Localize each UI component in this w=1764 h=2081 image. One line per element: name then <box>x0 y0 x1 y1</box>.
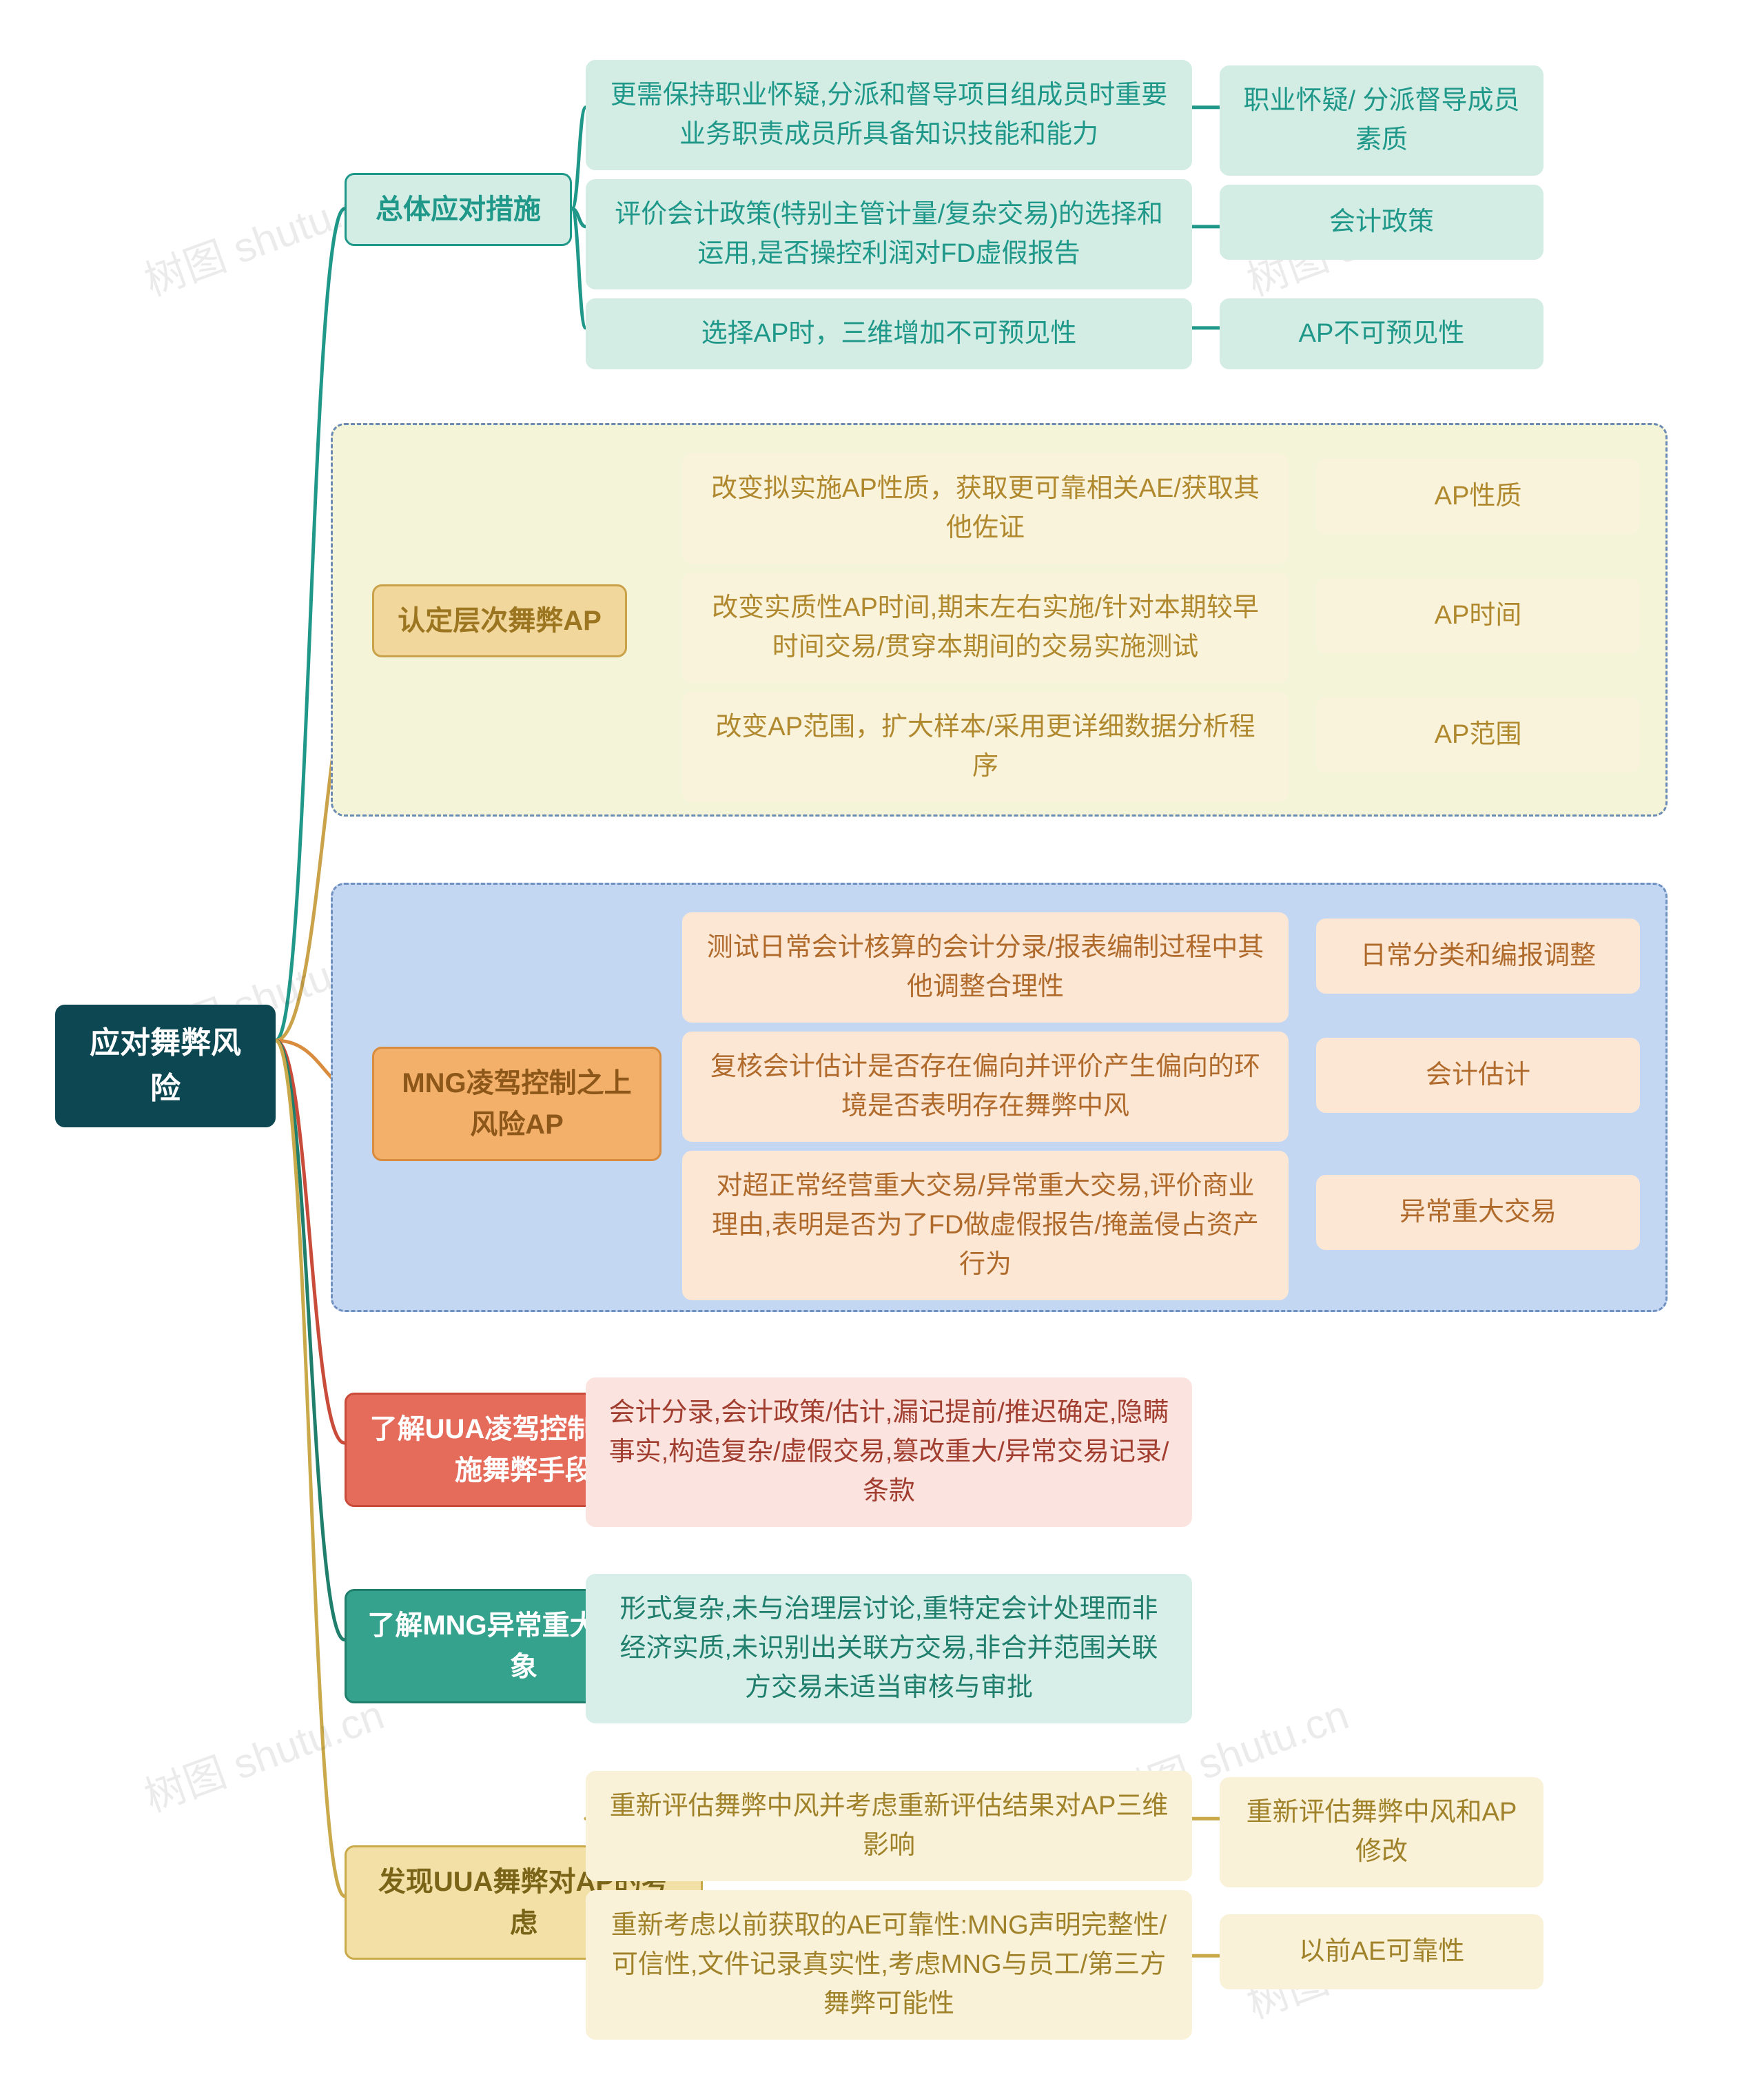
tag-b2-1-label: AP时间 <box>1435 596 1522 635</box>
desc-b3-2-label: 对超正常经营重大交易/异常重大交易,评价商业理由,表明是否为了FD做虚假报告/掩… <box>705 1167 1266 1284</box>
tag-b1-2: AP不可预见性 <box>1220 298 1544 369</box>
desc-b3-0: 测试日常会计核算的会计分录/报表编制过程中其他调整合理性 <box>682 912 1289 1023</box>
desc-b5-0-label: 形式复杂,未与治理层讨论,重特定会计处理而非经济实质,未识别出关联方交易,非合并… <box>608 1590 1169 1708</box>
desc-b4-0-label: 会计分录,会计政策/估计,漏记提前/推迟确定,隐瞒事实,构造复杂/虚假交易,篡改… <box>608 1393 1169 1511</box>
tag-b6-1-label: 以前AE可靠性 <box>1299 1932 1465 1971</box>
desc-b3-1: 复核会计估计是否存在偏向并评价产生偏向的环境是否表明存在舞弊中风 <box>682 1032 1289 1142</box>
desc-b6-0: 重新评估舞弊中风并考虑重新评估结果对AP三维影响 <box>586 1771 1192 1881</box>
desc-b1-2-label: 选择AP时，三维增加不可预见性 <box>701 314 1077 353</box>
desc-b3-1-label: 复核会计估计是否存在偏向并评价产生偏向的环境是否表明存在舞弊中风 <box>705 1047 1266 1126</box>
tag-b2-2: AP范围 <box>1316 697 1640 772</box>
desc-b5-0: 形式复杂,未与治理层讨论,重特定会计处理而非经济实质,未识别出关联方交易,非合并… <box>586 1574 1192 1723</box>
tag-b2-0-label: AP性质 <box>1435 477 1522 516</box>
desc-b2-0-label: 改变拟实施AP性质，获取更可靠相关AE/获取其他佐证 <box>705 469 1266 548</box>
tag-b2-0: AP性质 <box>1316 459 1640 534</box>
tag-b3-1-label: 会计估计 <box>1426 1056 1530 1095</box>
desc-b2-2-label: 改变AP范围，扩大样本/采用更详细数据分析程序 <box>705 708 1266 786</box>
branch-b1: 总体应对措施 <box>345 173 572 246</box>
tag-b1-2-label: AP不可预见性 <box>1299 314 1465 353</box>
desc-b4-0: 会计分录,会计政策/估计,漏记提前/推迟确定,隐瞒事实,构造复杂/虚假交易,篡改… <box>586 1377 1192 1527</box>
desc-b6-0-label: 重新评估舞弊中风并考虑重新评估结果对AP三维影响 <box>608 1787 1169 1865</box>
desc-b6-1-label: 重新考虑以前获取的AE可靠性:MNG声明完整性/可信性,文件记录真实性,考虑MN… <box>608 1906 1169 2024</box>
branch-b1-label: 总体应对措施 <box>376 189 541 230</box>
tag-b3-0: 日常分类和编报调整 <box>1316 919 1640 994</box>
desc-b1-1-label: 评价会计政策(特别主管计量/复杂交易)的选择和运用,是否操控利润对FD虚假报告 <box>608 195 1169 274</box>
tag-b3-2: 异常重大交易 <box>1316 1175 1640 1250</box>
tag-b3-2-label: 异常重大交易 <box>1399 1193 1557 1232</box>
desc-b3-0-label: 测试日常会计核算的会计分录/报表编制过程中其他调整合理性 <box>705 928 1266 1007</box>
branch-b2-label: 认定层次舞弊AP <box>398 600 602 642</box>
mindmap-canvas: 树图 shutu.cn树图 shutu.cn树图 shutu.cn树图 shut… <box>0 0 1764 2081</box>
tag-b1-0-label: 职业怀疑/ 分派督导成员素质 <box>1242 81 1521 160</box>
tag-b6-0: 重新评估舞弊中风和AP修改 <box>1220 1777 1544 1887</box>
root-node: 应对舞弊风险 <box>55 1005 276 1127</box>
tag-b3-1: 会计估计 <box>1316 1038 1640 1113</box>
tag-b3-0-label: 日常分类和编报调整 <box>1360 936 1596 976</box>
desc-b2-1-label: 改变实质性AP时间,期末左右实施/针对本期较早时间交易/贯穿本期间的交易实施测试 <box>705 588 1266 667</box>
branch-b3: MNG凌驾控制之上风险AP <box>372 1047 662 1161</box>
tag-b6-1: 以前AE可靠性 <box>1220 1914 1544 1989</box>
tag-b1-1-label: 会计政策 <box>1329 203 1434 242</box>
desc-b2-0: 改变拟实施AP性质，获取更可靠相关AE/获取其他佐证 <box>682 453 1289 564</box>
desc-b1-0-label: 更需保持职业怀疑,分派和督导项目组成员时重要业务职责成员所具备知识技能和能力 <box>608 76 1169 154</box>
tag-b1-1: 会计政策 <box>1220 185 1544 260</box>
tag-b6-0-label: 重新评估舞弊中风和AP修改 <box>1242 1793 1521 1872</box>
desc-b1-0: 更需保持职业怀疑,分派和督导项目组成员时重要业务职责成员所具备知识技能和能力 <box>586 60 1192 170</box>
tag-b2-1: AP时间 <box>1316 578 1640 653</box>
desc-b1-2: 选择AP时，三维增加不可预见性 <box>586 298 1192 369</box>
tag-b1-0: 职业怀疑/ 分派督导成员素质 <box>1220 65 1544 176</box>
branch-b3-label: MNG凌驾控制之上风险AP <box>395 1063 639 1145</box>
branch-b2: 认定层次舞弊AP <box>372 584 627 657</box>
desc-b2-1: 改变实质性AP时间,期末左右实施/针对本期较早时间交易/贯穿本期间的交易实施测试 <box>682 573 1289 683</box>
desc-b1-1: 评价会计政策(特别主管计量/复杂交易)的选择和运用,是否操控利润对FD虚假报告 <box>586 179 1192 289</box>
root-node-label: 应对舞弊风险 <box>78 1021 253 1111</box>
tag-b2-2-label: AP范围 <box>1435 715 1522 755</box>
desc-b6-1: 重新考虑以前获取的AE可靠性:MNG声明完整性/可信性,文件记录真实性,考虑MN… <box>586 1890 1192 2040</box>
desc-b2-2: 改变AP范围，扩大样本/采用更详细数据分析程序 <box>682 692 1289 802</box>
desc-b3-2: 对超正常经营重大交易/异常重大交易,评价商业理由,表明是否为了FD做虚假报告/掩… <box>682 1151 1289 1300</box>
